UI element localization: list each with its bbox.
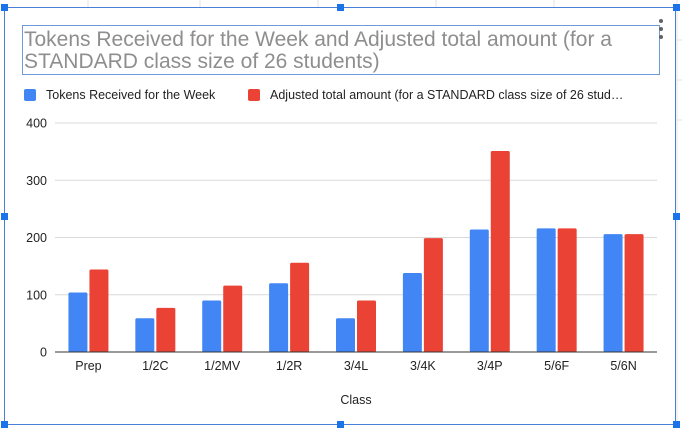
x-tick-label-4: 3/4L	[344, 359, 368, 373]
resize-handle-bottom-left[interactable]	[1, 421, 8, 428]
bar-adjusted-4	[357, 300, 376, 352]
bar-adjusted-0	[89, 269, 109, 352]
chart-legend: Tokens Received for the Week Adjusted to…	[24, 88, 664, 104]
resize-handle-left[interactable]	[1, 213, 8, 220]
legend-swatch-tokens	[24, 89, 36, 101]
y-tick-label-300: 300	[26, 174, 47, 188]
bar-tokens-1	[135, 318, 155, 352]
bar-tokens-7	[536, 228, 556, 352]
bar-tokens-0	[68, 292, 88, 352]
y-tick-label-0: 0	[40, 346, 47, 360]
resize-handle-top-right[interactable]	[673, 4, 680, 11]
x-tick-label-2: 1/2MV	[204, 359, 241, 373]
y-tick-label-200: 200	[26, 231, 47, 245]
chart-title[interactable]: Tokens Received for the Week and Adjuste…	[22, 25, 660, 75]
bar-tokens-2	[202, 300, 222, 352]
legend-item-tokens[interactable]: Tokens Received for the Week	[24, 88, 215, 102]
resize-handle-right[interactable]	[673, 213, 680, 220]
resize-handle-top-left[interactable]	[1, 4, 8, 11]
bar-adjusted-8	[624, 234, 644, 352]
x-tick-label-8: 5/6N	[610, 359, 636, 373]
bar-tokens-8	[603, 234, 623, 352]
chart-menu-icon[interactable]	[658, 19, 664, 39]
bar-tokens-6	[469, 229, 489, 352]
legend-label-tokens: Tokens Received for the Week	[46, 88, 216, 102]
x-tick-label-1: 1/2C	[142, 359, 168, 373]
bar-adjusted-2	[223, 285, 243, 352]
x-tick-label-6: 3/4P	[477, 359, 503, 373]
y-tick-label-400: 400	[26, 117, 47, 131]
resize-handle-bottom[interactable]	[337, 421, 344, 428]
x-tick-label-3: 1/2R	[276, 359, 302, 373]
resize-handle-bottom-right[interactable]	[673, 421, 680, 428]
y-tick-label-100: 100	[26, 288, 47, 302]
x-tick-label-0: Prep	[75, 359, 101, 373]
bar-tokens-4	[336, 318, 355, 352]
resize-handle-top[interactable]	[337, 4, 344, 11]
bar-adjusted-6	[490, 151, 510, 352]
bar-adjusted-1	[156, 307, 176, 352]
x-tick-label-7: 5/6F	[544, 359, 569, 373]
bar-adjusted-3	[290, 262, 310, 352]
x-tick-label-5: 3/4K	[410, 359, 436, 373]
legend-item-adjusted[interactable]: Adjusted total amount (for a STANDARD cl…	[248, 88, 623, 102]
x-axis-title: Class	[340, 393, 371, 407]
bar-tokens-5	[402, 272, 422, 352]
legend-swatch-adjusted	[248, 89, 260, 101]
bar-adjusted-5	[423, 238, 443, 352]
bar-tokens-3	[269, 283, 289, 352]
bar-adjusted-7	[557, 228, 577, 352]
legend-label-adjusted: Adjusted total amount (for a STANDARD cl…	[270, 88, 624, 102]
